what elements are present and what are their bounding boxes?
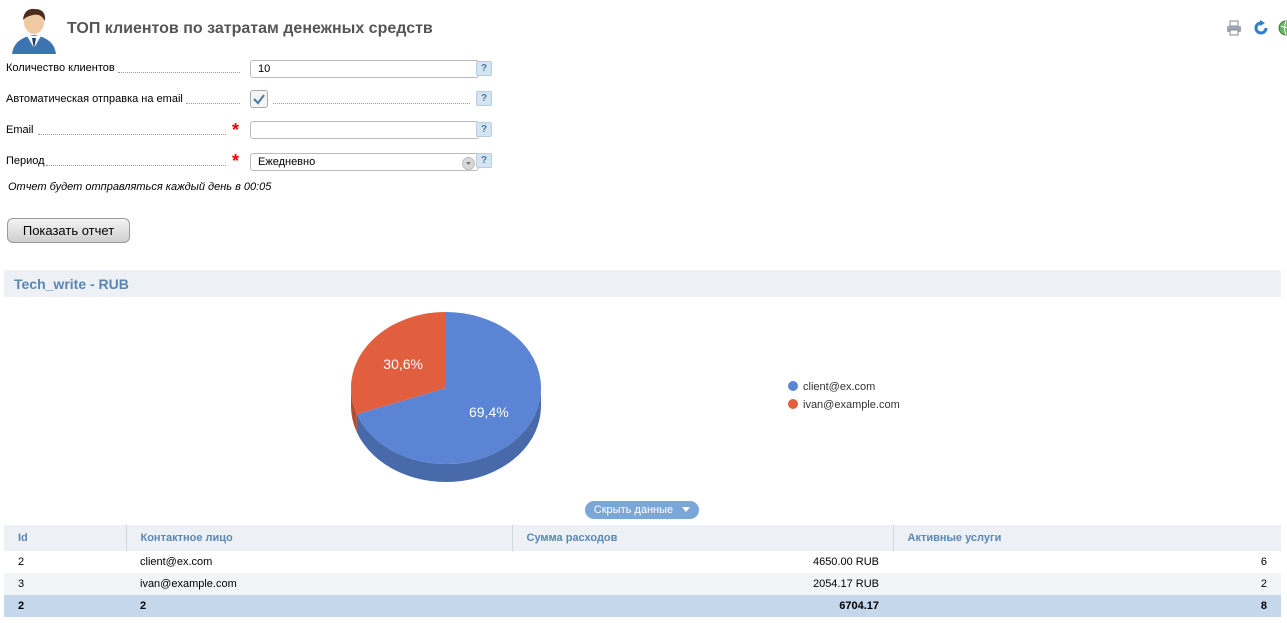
- page-title: ТОП клиентов по затратам денежных средст…: [67, 20, 433, 37]
- clients-count-label: Количество клиентов: [6, 62, 115, 74]
- label-leader: [273, 103, 470, 104]
- total-id: 2: [4, 595, 126, 617]
- caret-down-icon: [682, 507, 691, 512]
- table-row: 2 client@ex.com 4650.00 RUB 6: [4, 551, 1281, 573]
- section-header: [4, 270, 1281, 297]
- column-header-services[interactable]: Активные услуги: [892, 525, 1281, 551]
- section-title: Tech_write - RUB: [14, 276, 129, 292]
- table-total-row: 2 2 6704.17 8: [4, 595, 1281, 617]
- column-header-id[interactable]: Id: [4, 525, 126, 551]
- auto-send-label: Автоматическая отправка на email: [6, 93, 183, 105]
- legend-label: client@ex.com: [803, 381, 876, 393]
- auto-send-checkbox[interactable]: [250, 90, 268, 108]
- pie-slice-label: 69,4%: [469, 404, 509, 420]
- legend-item: ivan@example.com: [788, 399, 900, 411]
- pie-slice[interactable]: [356, 312, 541, 464]
- period-help-button[interactable]: ?: [476, 153, 492, 168]
- cell-amount: 4650.00 RUB: [812, 556, 879, 568]
- hide-data-label: Скрыть данные: [593, 504, 674, 516]
- data-table: Id Контактное лицо Сумма расходов Активн…: [4, 525, 1281, 617]
- cell-amount: 2054.17 RUB: [512, 573, 893, 595]
- auto-send-help-button[interactable]: ?: [476, 91, 492, 106]
- total-contact: 2: [126, 595, 512, 617]
- label-leader: [38, 134, 226, 135]
- cell-contact: ivan@example.com: [126, 573, 512, 595]
- cell-id: 2: [18, 556, 25, 568]
- schedule-note: Отчет будет отправляться каждый день в 0…: [8, 181, 272, 193]
- chevron-down-icon: [462, 157, 475, 170]
- email-help-button[interactable]: ?: [476, 122, 492, 137]
- cell-services: 2: [893, 573, 1281, 595]
- legend-label: ivan@example.com: [803, 399, 900, 411]
- required-mark: *: [232, 120, 240, 140]
- total-services: 8: [893, 595, 1281, 617]
- show-report-button[interactable]: Показать отчет: [7, 218, 130, 243]
- label-leader: [118, 72, 240, 73]
- column-header-amount[interactable]: Сумма расходов: [511, 525, 893, 551]
- period-label: Период: [6, 155, 45, 167]
- legend-swatch: [788, 381, 798, 391]
- column-header-contact[interactable]: Контактное лицо: [125, 525, 512, 551]
- legend-swatch: [788, 399, 798, 409]
- table-header-row: Id Контактное лицо Сумма расходов Активн…: [4, 525, 1281, 551]
- clients-count-help-button[interactable]: ?: [476, 61, 492, 76]
- refresh-icon[interactable]: [1253, 20, 1269, 36]
- email-input[interactable]: [250, 121, 479, 139]
- print-icon[interactable]: [1226, 20, 1242, 36]
- user-avatar-icon: [10, 4, 58, 54]
- clients-count-input[interactable]: 10: [250, 60, 479, 78]
- pie-slice-side: [356, 388, 541, 482]
- globe-icon[interactable]: [1278, 20, 1287, 36]
- legend-item: client@ex.com: [788, 381, 875, 393]
- email-label: Email: [6, 124, 34, 136]
- pie-slice[interactable]: [351, 312, 446, 415]
- cell-id: 3: [4, 573, 126, 595]
- period-select-value: Ежедневно: [258, 156, 316, 168]
- cell-contact: client@ex.com: [140, 556, 213, 568]
- label-leader: [186, 103, 240, 104]
- required-mark: *: [232, 151, 240, 171]
- checkmark-icon: [253, 94, 265, 105]
- pie-slice-label: 30,6%: [383, 356, 423, 372]
- pie-slice-side: [351, 388, 357, 433]
- hide-data-button[interactable]: Скрыть данные: [585, 501, 699, 519]
- total-amount: 6704.17: [512, 595, 893, 617]
- period-select[interactable]: Ежедневно: [250, 153, 479, 171]
- table-row: 3 ivan@example.com 2054.17 RUB 2: [4, 573, 1281, 595]
- label-leader: [46, 165, 226, 166]
- pie-chart: 69,4% 30,6%: [351, 312, 541, 482]
- cell-services: 6: [1260, 556, 1267, 568]
